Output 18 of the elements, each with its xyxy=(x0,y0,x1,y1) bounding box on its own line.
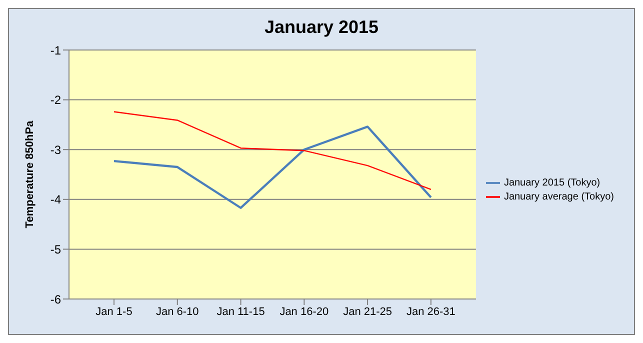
y-tick-label: -3 xyxy=(50,142,62,157)
x-tick-label: Jan 26-31 xyxy=(406,306,456,318)
chart-title: January 2015 xyxy=(263,16,380,39)
x-tick-label: Jan 6-10 xyxy=(156,306,199,318)
x-tick-label: Jan 16-20 xyxy=(280,306,329,318)
x-tick-label: Jan 11-15 xyxy=(216,306,265,318)
y-tick-label: -5 xyxy=(50,242,62,256)
y-tick-label: -4 xyxy=(50,192,62,207)
line-series xyxy=(112,126,432,209)
legend-label: January average (Tokyo) xyxy=(504,191,614,202)
y-axis-title: Temperature 850hPa xyxy=(24,120,36,228)
y-tick-label: -1 xyxy=(50,43,62,58)
y-tick-label: -6 xyxy=(50,292,62,306)
y-tick-label: -2 xyxy=(50,93,62,108)
x-tick-label: Jan 1-5 xyxy=(96,306,132,318)
x-tick-label: Jan 21-25 xyxy=(343,306,392,318)
line-series xyxy=(113,111,432,190)
legend-label: January 2015 (Tokyo) xyxy=(504,177,600,188)
